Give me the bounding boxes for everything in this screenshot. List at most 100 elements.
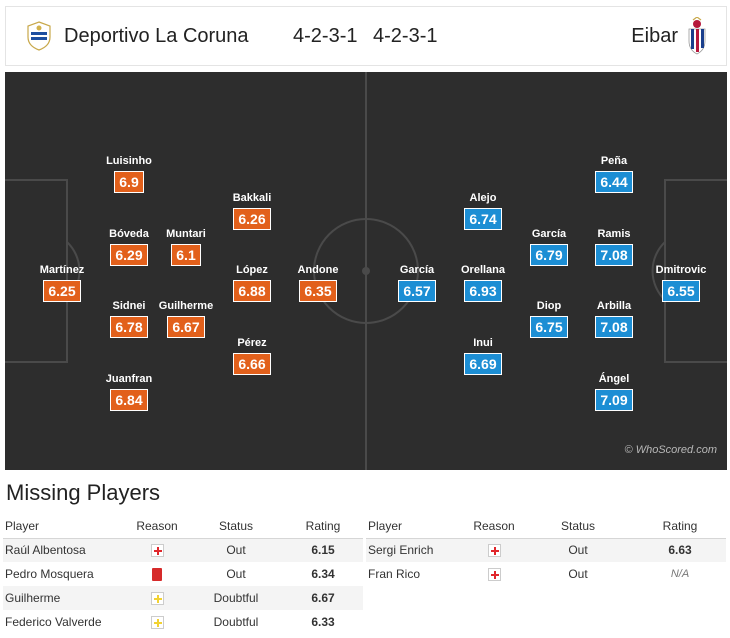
away-team-name[interactable]: Eibar [631,25,678,47]
home-player[interactable]: Bakkali 6.26 [212,192,292,230]
column-header-reason: Reason [466,514,522,539]
missing-home-table: Player Reason Status Rating Raúl Albento… [3,514,363,634]
table-row: Guilherme Doubtful 6.67 [3,586,363,610]
table-row: Federico Valverde Doubtful 6.33 [3,610,363,634]
player-rating: 7.08 [595,244,633,266]
missing-player-name[interactable]: Pedro Mosquera [5,567,94,581]
home-player[interactable]: Juanfran 6.84 [89,373,169,411]
player-rating: 7.08 [595,316,633,338]
home-player[interactable]: Muntari 6.1 [146,228,226,266]
missing-rating: 6.63 [634,538,726,562]
missing-player-name[interactable]: Fran Rico [368,567,421,581]
player-rating: 6.26 [233,208,271,230]
home-player[interactable]: Sidnei 6.78 [89,300,169,338]
away-player[interactable]: Arbilla 7.08 [574,300,654,338]
missing-rating: 6.67 [283,586,363,610]
player-name: López [236,264,268,276]
player-name: Dmitrovic [655,264,707,276]
missing-away-table: Player Reason Status Rating Sergi Enrich… [366,514,726,586]
missing-status: Out [522,538,634,562]
home-player[interactable]: López 6.88 [212,264,292,302]
away-player[interactable]: Dmitrovic 6.55 [641,264,721,302]
player-name: Guilherme [158,300,214,312]
player-name: García [531,228,567,240]
player-rating: 6.29 [110,244,148,266]
missing-players-title: Missing Players [6,480,161,505]
column-header-rating: Rating [283,514,363,539]
missing-player-name[interactable]: Guilherme [3,586,125,610]
missing-rating: 6.33 [311,615,335,629]
player-name: García [399,264,435,276]
player-name: Peña [600,155,628,167]
away-player[interactable]: García 6.57 [377,264,457,302]
eibar-crest-icon [688,17,706,55]
home-player[interactable]: Luisinho 6.9 [89,155,169,193]
away-player[interactable]: Inui 6.69 [443,337,523,375]
player-rating: 6.1 [171,244,201,266]
missing-player-name[interactable]: Sergi Enrich [366,538,466,562]
missing-player-name[interactable]: Raúl Albentosa [3,538,125,562]
away-player[interactable]: Alejo 6.74 [443,192,523,230]
player-rating: 6.25 [43,280,81,302]
player-name: Andone [297,264,339,276]
missing-status: Doubtful [213,615,259,629]
home-player[interactable]: Pérez 6.66 [212,337,292,375]
away-formation: 4-2-3-1 [373,25,438,47]
home-player[interactable]: Martínez 6.25 [22,264,102,302]
injury-icon [150,544,164,558]
column-header-player: Player [3,514,125,539]
column-header-rating: Rating [634,514,726,539]
away-player[interactable]: Ramis 7.08 [574,228,654,266]
match-header: Deportivo La Coruna 4-2-3-1 4-2-3-1 Eiba… [5,6,727,66]
table-row: Fran Rico Out N/A [366,562,726,586]
missing-rating: 6.15 [283,538,363,562]
table-row: Raúl Albentosa Out 6.15 [3,538,363,562]
doubtful-icon [150,616,164,630]
player-rating: 6.75 [530,316,568,338]
player-rating: 6.88 [233,280,271,302]
home-player[interactable]: Bóveda 6.29 [89,228,169,266]
away-player[interactable]: Ángel 7.09 [574,373,654,411]
away-player[interactable]: Orellana 6.93 [443,264,523,302]
player-name: Orellana [460,264,506,276]
player-name: Pérez [237,337,267,349]
player-name: Martínez [39,264,85,276]
column-header-player: Player [366,514,466,539]
deportivo-crest-icon [27,21,51,51]
column-header-status: Status [522,514,634,539]
player-name: Muntari [166,228,206,240]
missing-status: Out [568,567,588,581]
red-card-icon [152,568,162,582]
missing-rating: N/A [670,568,690,580]
player-rating: 6.44 [595,171,633,193]
home-team-name[interactable]: Deportivo La Coruna [64,25,249,47]
player-rating: 6.66 [233,353,271,375]
player-name: Juanfran [105,373,153,385]
player-rating: 6.9 [114,171,144,193]
pitch: Martínez 6.25 Luisinho 6.9 Bóveda 6.29 S… [5,72,727,470]
player-name: Diop [536,300,562,312]
missing-player-name[interactable]: Federico Valverde [5,615,102,629]
player-rating: 6.93 [464,280,502,302]
away-player[interactable]: García 6.79 [509,228,589,266]
table-row: Pedro Mosquera Out 6.34 [3,562,363,586]
missing-status: Out [226,567,246,581]
doubtful-icon [150,592,164,606]
home-player[interactable]: Guilherme 6.67 [146,300,226,338]
missing-status: Out [189,538,283,562]
player-rating: 6.69 [464,353,502,375]
player-name: Arbilla [596,300,632,312]
home-player[interactable]: Andone 6.35 [278,264,358,302]
away-player[interactable]: Peña 6.44 [574,155,654,193]
player-rating: 6.35 [299,280,337,302]
player-name: Ángel [598,373,630,385]
away-player[interactable]: Diop 6.75 [509,300,589,338]
injury-icon [487,568,501,582]
watermark: © WhoScored.com [624,444,717,456]
column-header-status: Status [189,514,283,539]
player-name: Bóveda [109,228,149,240]
player-rating: 6.57 [398,280,436,302]
table-row: Sergi Enrich Out 6.63 [366,538,726,562]
column-header-reason: Reason [125,514,189,539]
player-rating: 6.79 [530,244,568,266]
